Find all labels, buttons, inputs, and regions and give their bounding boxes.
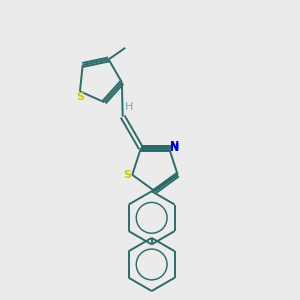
Text: H: H	[124, 102, 133, 112]
Text: S: S	[123, 170, 131, 180]
Text: N: N	[170, 143, 180, 153]
Text: N: N	[170, 141, 179, 152]
Text: S: S	[76, 92, 84, 102]
